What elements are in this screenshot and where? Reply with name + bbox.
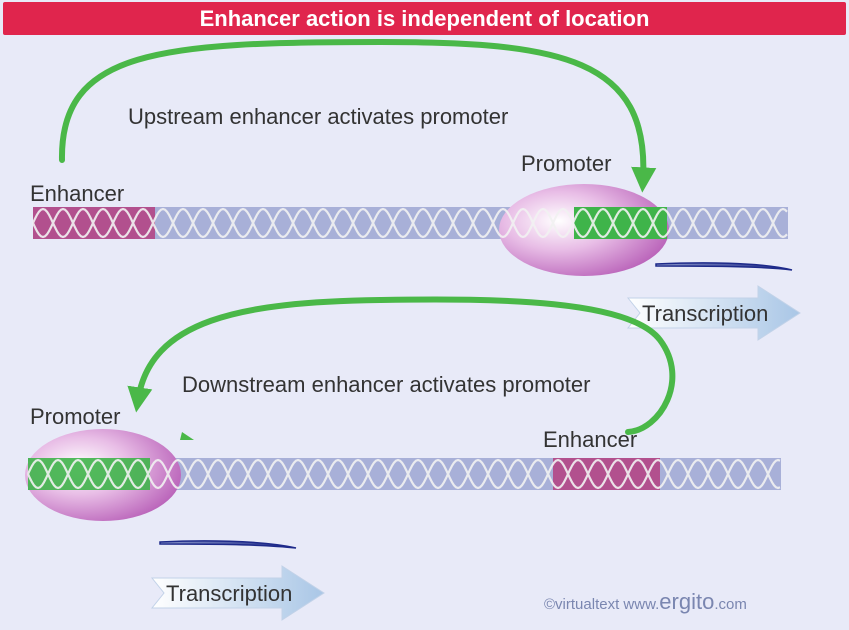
helix-strand: [27, 458, 781, 490]
upstream-rna-transcript: [655, 262, 793, 271]
upstream-enhancer-label: Enhancer: [30, 181, 125, 206]
upstream-promoter-label: Promoter: [521, 151, 612, 176]
credit-tld: .com: [714, 596, 747, 613]
upstream-helix: [32, 207, 788, 239]
downstream-transcription-arrow: [150, 565, 325, 621]
upstream-transcription-arrow: [626, 285, 801, 341]
diagram-title: Enhancer action is independent of locati…: [3, 2, 846, 35]
downstream-helix: [27, 458, 781, 490]
upstream-transcription-label: Transcription: [642, 301, 769, 326]
downstream-small-green-tip: [180, 432, 194, 440]
downstream-enhancer-label: Enhancer: [543, 427, 638, 452]
copyright-credit: ©virtualtext www.ergito.com: [544, 589, 747, 615]
downstream-caption: Downstream enhancer activates promoter: [182, 372, 591, 397]
downstream-rna-transcript: [159, 540, 297, 549]
credit-www: www.: [623, 596, 660, 613]
credit-copyright: ©virtualtext: [544, 596, 620, 613]
helix-strand: [32, 207, 788, 239]
upstream-caption: Upstream enhancer activates promoter: [128, 104, 509, 129]
upstream-promoter-region: [574, 207, 667, 239]
downstream-promoter-label: Promoter: [30, 404, 121, 429]
downstream-loop-arrow: [127, 296, 676, 435]
downstream-transcription-label: Transcription: [166, 581, 293, 606]
downstream-panel: [25, 296, 781, 621]
credit-brand: ergito: [659, 589, 715, 614]
helix-strand: [32, 207, 788, 239]
helix-strand: [27, 458, 781, 490]
upstream-loop-arrow: [58, 38, 657, 193]
upstream-panel: [32, 38, 801, 341]
